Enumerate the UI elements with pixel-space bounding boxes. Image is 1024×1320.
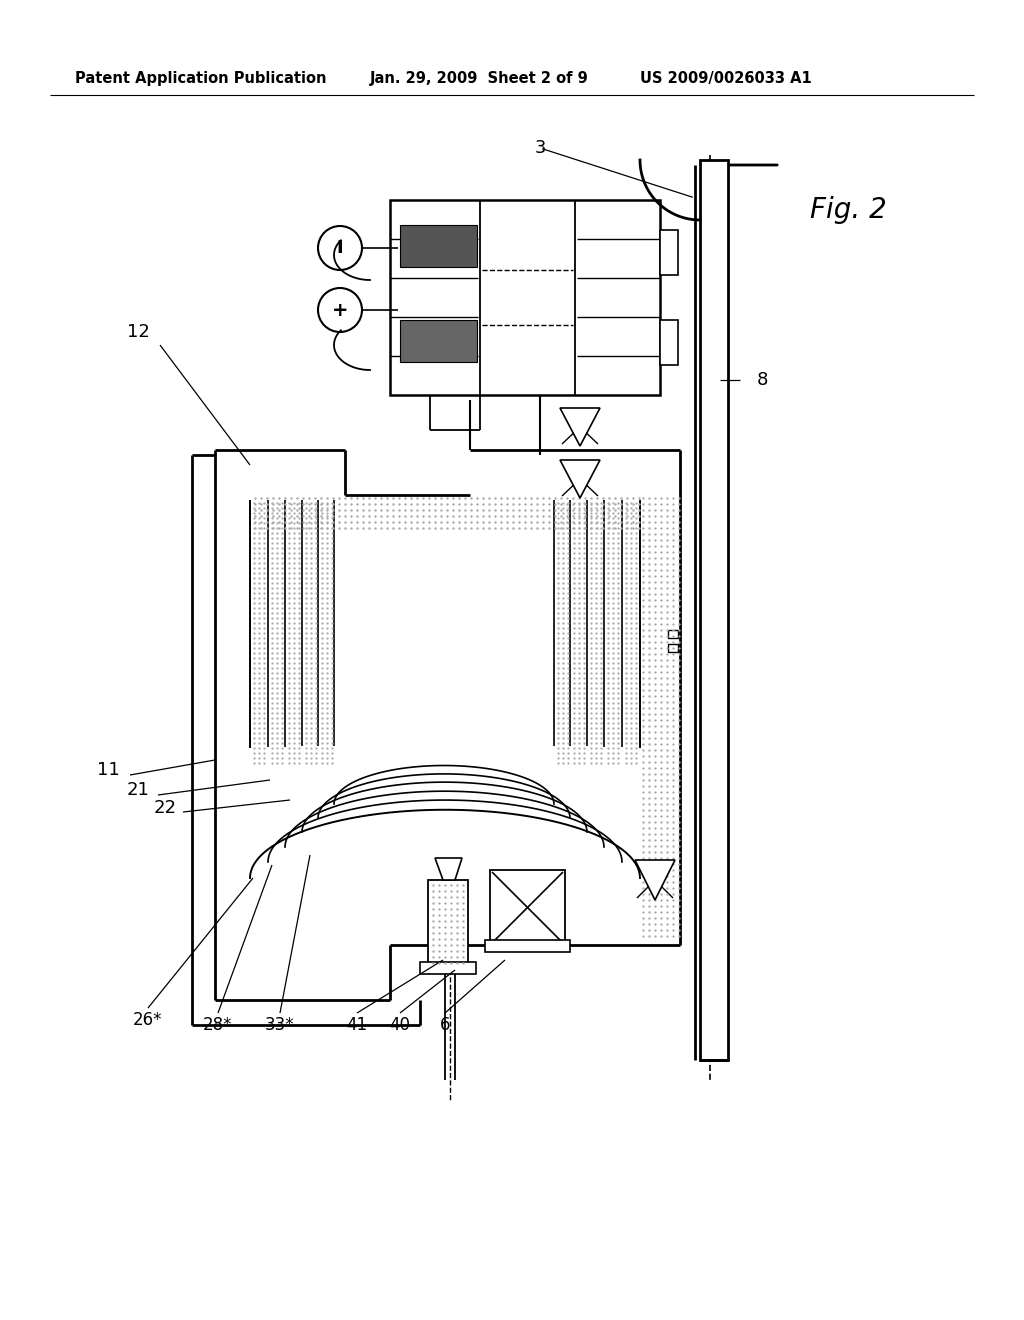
Polygon shape xyxy=(635,861,675,900)
Polygon shape xyxy=(435,858,462,880)
Bar xyxy=(485,940,570,952)
Text: I: I xyxy=(337,239,343,257)
Polygon shape xyxy=(560,408,600,446)
Bar xyxy=(490,870,565,945)
Bar xyxy=(668,630,678,638)
Bar xyxy=(660,319,678,366)
Text: 22: 22 xyxy=(154,799,176,817)
Text: 33*: 33* xyxy=(265,1016,295,1034)
Text: 3: 3 xyxy=(535,139,546,157)
Bar xyxy=(400,319,477,362)
Text: US 2009/0026033 A1: US 2009/0026033 A1 xyxy=(640,70,812,86)
Text: Patent Application Publication: Patent Application Publication xyxy=(75,70,327,86)
Bar xyxy=(428,880,468,970)
Text: Fig. 2: Fig. 2 xyxy=(810,195,887,224)
Text: 40: 40 xyxy=(389,1016,411,1034)
Bar xyxy=(420,962,476,974)
Bar xyxy=(400,224,477,267)
Text: 11: 11 xyxy=(96,762,120,779)
Text: 8: 8 xyxy=(757,371,768,389)
Text: 41: 41 xyxy=(346,1016,368,1034)
Text: +: + xyxy=(332,301,348,319)
Text: Jan. 29, 2009  Sheet 2 of 9: Jan. 29, 2009 Sheet 2 of 9 xyxy=(370,70,589,86)
Text: 26*: 26* xyxy=(133,1011,163,1030)
Polygon shape xyxy=(560,459,600,498)
Bar xyxy=(668,644,678,652)
Text: 28*: 28* xyxy=(203,1016,232,1034)
Text: 21: 21 xyxy=(127,781,150,799)
Bar xyxy=(660,230,678,275)
Bar xyxy=(390,201,660,395)
Text: 6: 6 xyxy=(439,1016,451,1034)
Bar xyxy=(700,160,728,1060)
Text: 12: 12 xyxy=(127,323,150,341)
